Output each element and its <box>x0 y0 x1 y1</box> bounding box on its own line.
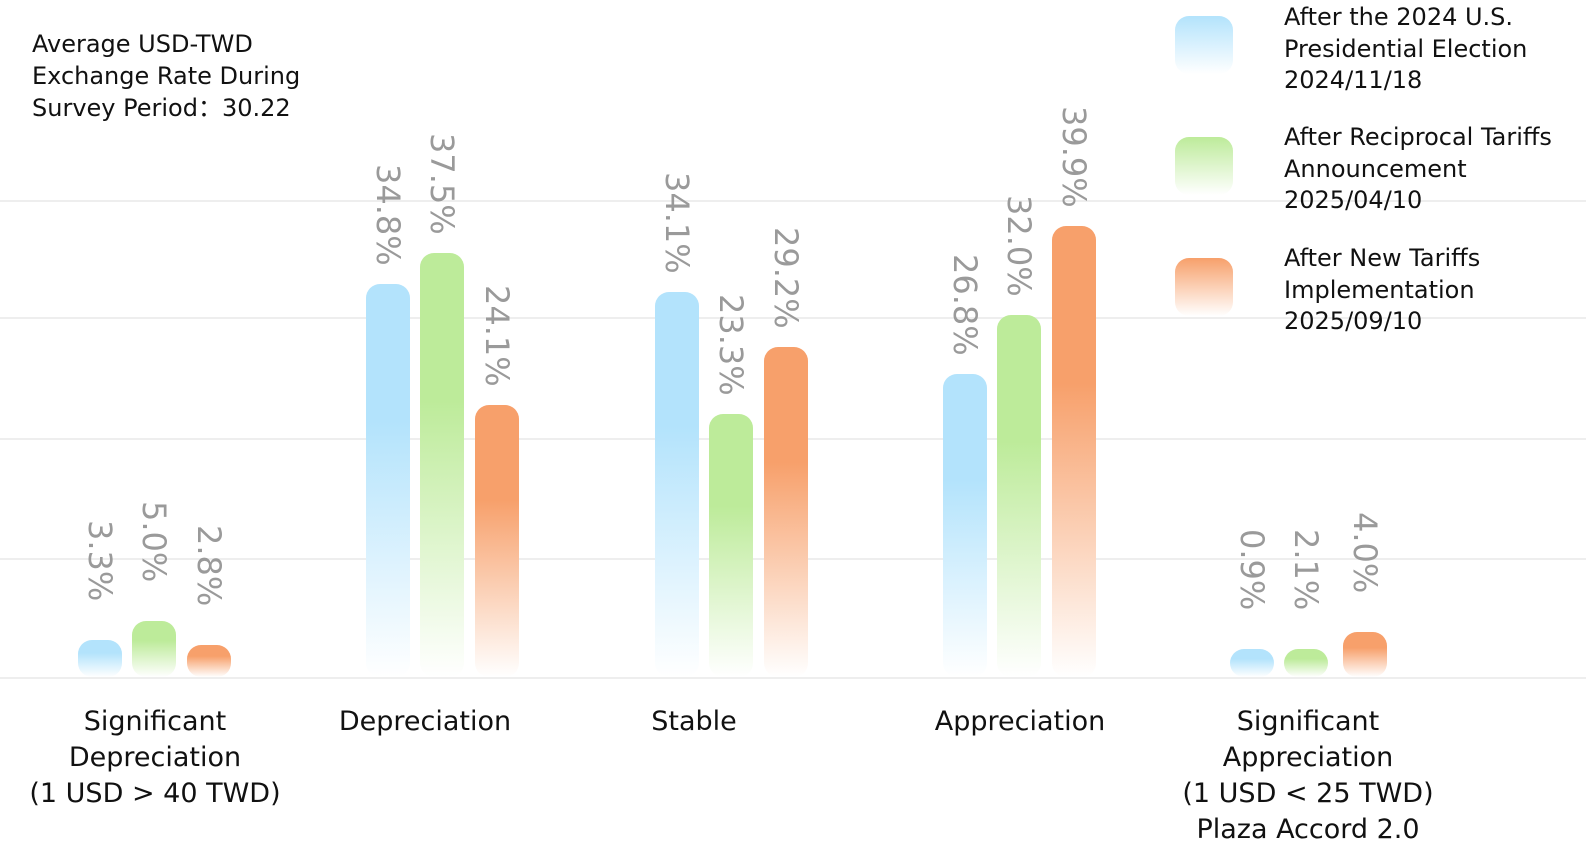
category-label: Stable <box>651 706 737 737</box>
data-label: 24.1% <box>478 284 516 387</box>
data-label: 37.5% <box>423 133 461 235</box>
gridline <box>0 677 1586 679</box>
bar <box>132 620 176 677</box>
bar <box>1343 631 1387 677</box>
data-label: 26.8% <box>946 254 984 356</box>
bar <box>764 347 808 677</box>
category-label: Appreciation <box>934 706 1106 737</box>
data-label: 34.1% <box>658 171 696 274</box>
data-label: 0.9% <box>1233 529 1271 611</box>
legend-label-2024-election: After the 2024 U.S. Presidential Electio… <box>1284 3 1528 94</box>
bar <box>1230 649 1274 677</box>
bar <box>709 413 753 677</box>
data-label: 4.0% <box>1346 511 1384 594</box>
bar <box>943 374 987 677</box>
bar <box>1052 226 1096 677</box>
data-label: 32.0% <box>1000 195 1038 298</box>
bar <box>997 315 1041 677</box>
bar <box>655 291 699 677</box>
data-label: 2.8% <box>190 525 228 607</box>
exchange-rate-note: Average USD-TWD Exchange Rate During Sur… <box>32 30 301 122</box>
bar <box>366 283 410 677</box>
legend-swatch-2024-election <box>1175 16 1233 74</box>
data-label: 34.8% <box>369 163 407 266</box>
bar <box>420 253 464 677</box>
category-label: Significant Appreciation (1 USD < 25 TWD… <box>1182 706 1434 845</box>
data-label: 2.1% <box>1287 529 1325 611</box>
data-label: 29.2% <box>767 227 805 329</box>
category-label: Significant Depreciation (1 USD > 40 TWD… <box>29 706 281 809</box>
category-label: Depreciation <box>338 706 512 737</box>
bar <box>1284 649 1328 677</box>
gridline <box>0 200 1586 202</box>
data-label: 5.0% <box>135 500 173 582</box>
data-label: 39.9% <box>1055 106 1093 208</box>
bar <box>78 639 122 677</box>
data-label: 3.3% <box>81 519 119 601</box>
bar <box>475 404 519 677</box>
data-label: 23.3% <box>712 293 750 396</box>
legend-label-reciprocal-tariffs: After Reciprocal Tariffs Announcement 20… <box>1284 123 1552 214</box>
legend-label-new-tariffs: After New Tariffs Implementation 2025/09… <box>1284 244 1481 335</box>
gridline <box>0 317 1586 319</box>
legend-swatch-reciprocal-tariffs <box>1175 137 1233 195</box>
legend-swatch-new-tariffs <box>1175 258 1233 316</box>
bar <box>187 645 231 677</box>
